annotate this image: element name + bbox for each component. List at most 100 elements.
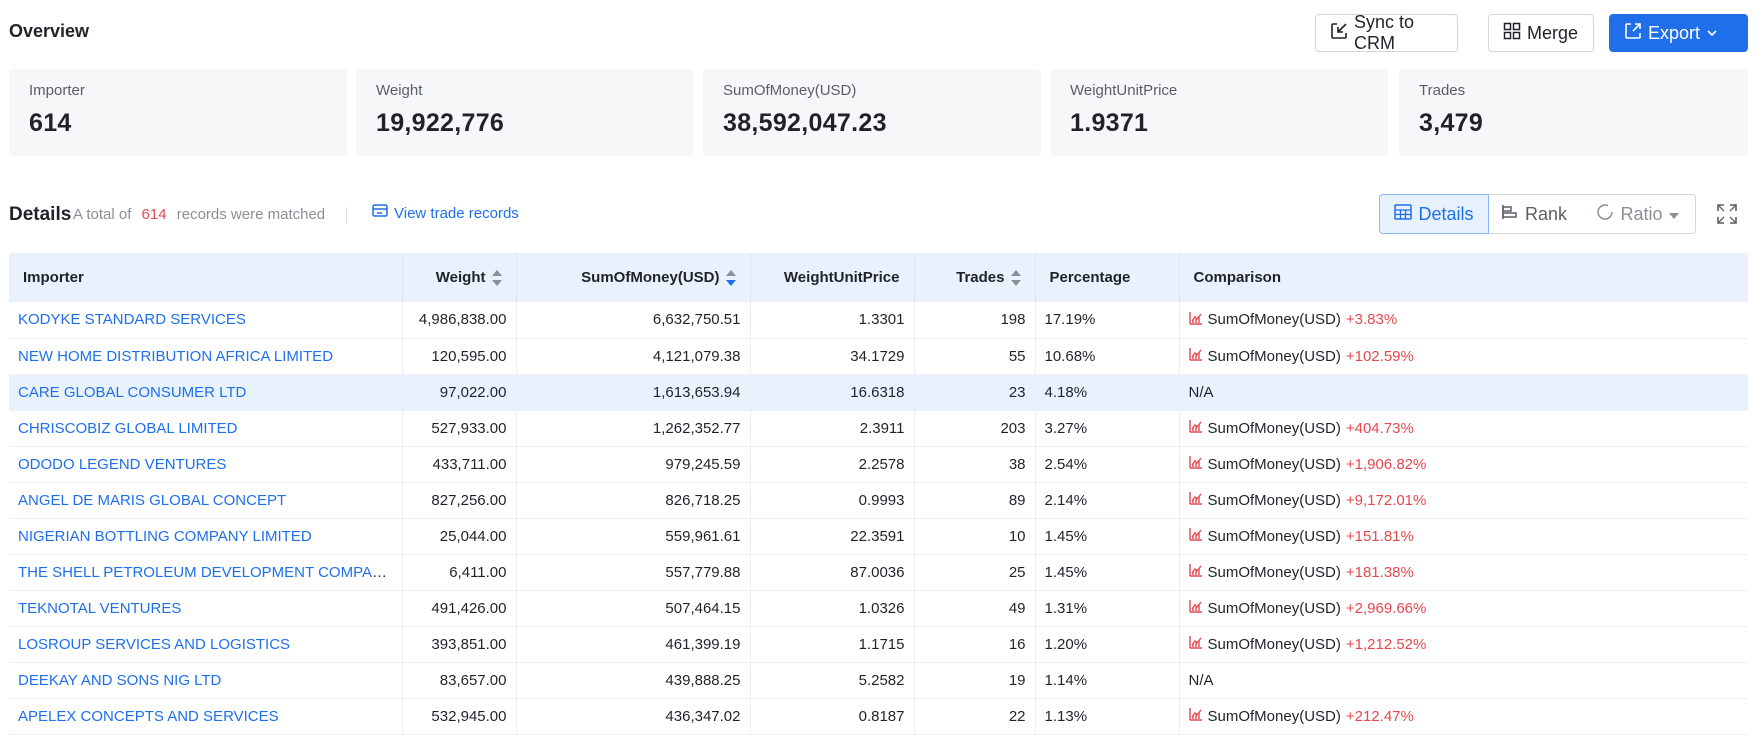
weight-cell: 6,411.00 [402,554,517,591]
comparison-cell: SumOfMoney(USD) +151.81% [1179,518,1748,555]
importer-link[interactable]: DEEKAY AND SONS NIG LTD [18,671,222,689]
comparison-change: +1,212.52% [1345,635,1427,653]
table-row[interactable]: THE SHELL PETROLEUM DEVELOPMENT COMPANY … [9,554,1748,591]
table-row[interactable]: TEKNOTAL VENTURES 491,426.00 507,464.15 1.0… [9,590,1748,627]
table-header-row: Importer Weight SumOfMoney(USD) WeightUn… [9,253,1748,302]
weight-unit-price-cell: 1.1715 [750,626,915,663]
merge-button[interactable]: Merge [1488,14,1594,52]
trend-chart-icon [1188,635,1203,653]
comparison-metric: SumOfMoney(USD) [1207,419,1341,437]
page-title: Overview [9,21,90,41]
export-button[interactable]: Export [1609,14,1748,52]
table-row[interactable]: KODYKE STANDARD SERVICES 4,986,838.00 6,63… [9,302,1748,339]
sum-of-money-cell: 1,613,653.94 [516,374,751,411]
comparison-cell: SumOfMoney(USD) +181.38% [1179,554,1748,591]
sum-of-money-cell: 507,464.15 [516,590,751,627]
merge-label: Merge [1527,22,1579,43]
trend-chart-icon [1188,419,1203,437]
tab-ratio[interactable]: Ratio [1580,194,1696,234]
sum-of-money-cell: 461,399.19 [516,626,751,663]
trades-cell: 55 [914,338,1036,375]
sort-icon[interactable] [491,270,502,287]
fullscreen-icon[interactable] [1715,202,1739,226]
sync-to-crm-button[interactable]: Sync to CRM [1315,12,1458,53]
trades-cell: 22 [914,698,1036,735]
weight-unit-price-cell: 22.3591 [750,518,915,555]
comparison-cell: SumOfMoney(USD) +1,906.82% [1179,446,1748,483]
comparison-cell: SumOfMoney(USD) +9,172.01% [1179,482,1748,519]
column-header-comparison: Comparison [1179,253,1748,302]
trades-cell: 49 [914,590,1036,627]
importer-link[interactable]: THE SHELL PETROLEUM DEVELOPMENT COMPANY … [18,563,401,581]
percentage-cell: 1.45% [1035,554,1180,591]
column-header-sum-of-money[interactable]: SumOfMoney(USD) [516,253,751,302]
comparison-change: +212.47% [1345,707,1414,725]
importer-link[interactable]: NEW HOME DISTRIBUTION AFRICA LIMITED [18,347,334,365]
trend-chart-icon [1188,599,1203,617]
table-row[interactable]: ODODO LEGEND VENTURES 433,711.00 979,245.5… [9,446,1748,483]
importer-link[interactable]: NIGERIAN BOTTLING COMPANY LIMITED [18,527,312,545]
table-row[interactable]: LOSROUP SERVICES AND LOGISTICS 393,851.00… [9,626,1748,663]
column-header-trades[interactable]: Trades [914,253,1036,302]
comparison-na: N/A [1188,671,1214,689]
trend-chart-icon [1188,707,1203,725]
view-records-icon [372,204,388,222]
trend-chart-icon [1188,311,1203,329]
comparison-metric: SumOfMoney(USD) [1207,563,1341,581]
weight-cell: 433,711.00 [402,446,517,483]
table-row[interactable]: DEEKAY AND SONS NIG LTD 83,657.00 439,888.… [9,662,1748,699]
export-label: Export [1648,22,1701,43]
comparison-cell: SumOfMoney(USD) +212.47% [1179,698,1748,735]
weight-cell: 120,595.00 [402,338,517,375]
comparison-cell: SumOfMoney(USD) +404.73% [1179,410,1748,447]
tab-rank[interactable]: Rank [1488,194,1581,234]
importer-link[interactable]: CHRISCOBIZ GLOBAL LIMITED [18,419,238,437]
sum-of-money-cell: 6,632,750.51 [516,302,751,339]
records-matched-text: A total of 614 records were matched [73,206,325,223]
sum-of-money-cell: 559,961.61 [516,518,751,555]
importer-link[interactable]: KODYKE STANDARD SERVICES [18,311,246,329]
view-trade-records-link[interactable]: View trade records [372,204,519,222]
weight-cell: 83,657.00 [402,662,517,699]
percentage-cell: 1.45% [1035,518,1180,555]
importer-link[interactable]: ODODO LEGEND VENTURES [18,455,227,473]
comparison-cell: SumOfMoney(USD) +102.59% [1179,338,1748,375]
column-header-percentage: Percentage [1035,253,1180,302]
table-row[interactable]: CARE GLOBAL CONSUMER LTD 97,022.00 1,613,6… [9,374,1748,411]
importer-link[interactable]: LOSROUP SERVICES AND LOGISTICS [18,635,291,653]
percentage-cell: 1.14% [1035,662,1180,699]
column-header-weight[interactable]: Weight [402,253,517,302]
importer-link[interactable]: CARE GLOBAL CONSUMER LTD [18,383,247,401]
table-row[interactable]: CHRISCOBIZ GLOBAL LIMITED 527,933.00 1,262… [9,410,1748,447]
comparison-cell: N/A [1179,662,1748,699]
trend-chart-icon [1188,491,1203,509]
table-row[interactable]: NEW HOME DISTRIBUTION AFRICA LIMITED 120,… [9,338,1748,375]
weight-unit-price-cell: 2.2578 [750,446,915,483]
ratio-icon [1596,203,1614,226]
importer-link[interactable]: APELEX CONCEPTS AND SERVICES [18,707,279,725]
trades-cell: 203 [914,410,1036,447]
stat-label: WeightUnitPrice [1070,82,1178,99]
tab-details[interactable]: Details [1379,194,1489,234]
importer-link[interactable]: ANGEL DE MARIS GLOBAL CONCEPT [18,491,287,509]
comparison-change: +151.81% [1345,527,1414,545]
table-row[interactable]: APELEX CONCEPTS AND SERVICES 532,945.00 43… [9,698,1748,735]
weight-cell: 4,986,838.00 [402,302,517,339]
table-row[interactable]: NIGERIAN BOTTLING COMPANY LIMITED 25,044.… [9,518,1748,555]
matched-prefix: A total of [73,206,132,223]
tab-details-label: Details [1418,203,1474,224]
percentage-cell: 4.18% [1035,374,1180,411]
caret-down-icon [1668,204,1679,225]
percentage-cell: 17.19% [1035,302,1180,339]
table-row[interactable]: ANGEL DE MARIS GLOBAL CONCEPT 827,256.00 8… [9,482,1748,519]
weight-cell: 393,851.00 [402,626,517,663]
sum-of-money-cell: 826,718.25 [516,482,751,519]
stat-label: Weight [376,82,423,99]
stat-card-sum-of-money: SumOfMoney(USD) 38,592,047.23 [703,69,1041,156]
weight-cell: 491,426.00 [402,590,517,627]
divider [346,207,347,223]
sort-icon[interactable] [1010,270,1021,287]
weight-unit-price-cell: 1.3301 [750,302,915,339]
sort-icon[interactable] [725,270,736,287]
importer-link[interactable]: TEKNOTAL VENTURES [18,599,182,617]
